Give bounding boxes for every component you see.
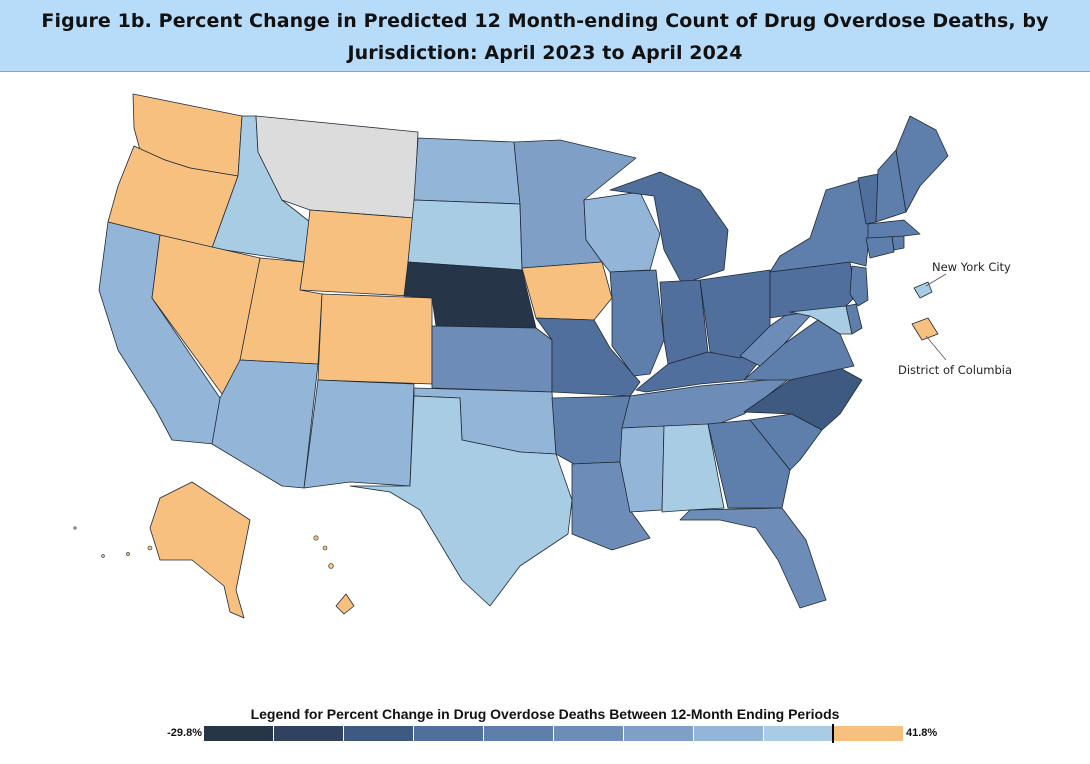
legend-zero-marker [832, 724, 834, 743]
dc-callout-label: District of Columbia [898, 363, 1012, 377]
figure-title-line-1: Figure 1b. Percent Change in Predicted 1… [41, 10, 1049, 32]
state-AR[interactable]: Arkansas [551, 395, 631, 465]
state-NM[interactable]: New Mexico [303, 379, 415, 489]
state-DC[interactable]: District of Columbia [911, 317, 939, 341]
state-ME[interactable]: Maine [895, 115, 949, 213]
state-AL[interactable]: Alabama [661, 423, 725, 513]
legend-swatch-7 [624, 726, 694, 741]
state-IN[interactable]: Indiana [659, 279, 709, 365]
legend-swatch-8 [694, 726, 764, 741]
legend-swatch-3 [344, 726, 414, 741]
legend-min-label: -29.8% [167, 727, 202, 739]
legend-max-label: 41.8% [906, 727, 938, 739]
state-AK[interactable]: Alaska [149, 481, 251, 619]
legend-swatch-6 [554, 726, 624, 741]
state-SD[interactable]: South Dakota [407, 199, 523, 271]
figure-title-line-2: Jurisdiction: April 2023 to April 2024 [347, 42, 743, 64]
legend-swatch-9 [764, 726, 834, 741]
alaska-island [126, 552, 130, 556]
state-ND[interactable]: North Dakota [413, 137, 521, 205]
state-GA[interactable]: Georgia [707, 419, 791, 509]
state-HI[interactable]: Hawaii [335, 593, 355, 615]
state-MO[interactable]: Missouri [535, 317, 641, 397]
state-WY[interactable]: Wyoming [299, 209, 415, 297]
legend-swatch-2 [274, 726, 344, 741]
state-DE[interactable]: Delaware [845, 303, 863, 335]
state-TX[interactable]: Texas [349, 395, 573, 607]
state-FL[interactable]: Florida [679, 507, 827, 609]
alaska-island [73, 526, 77, 530]
hawaii-island [313, 535, 319, 541]
state-CT[interactable]: Connecticut [865, 235, 895, 259]
nyc-callout-label: New York City [932, 260, 1011, 274]
state-IA[interactable]: Iowa [521, 261, 613, 321]
hawaii-island [322, 545, 328, 551]
state-SC[interactable]: South Carolina [749, 413, 823, 471]
state-AZ[interactable]: Arizona [211, 359, 319, 489]
state-MS[interactable]: Mississippi [619, 425, 665, 513]
state-NY[interactable]: New York [769, 179, 871, 273]
state-NYC[interactable]: New York City [913, 281, 933, 299]
us-map: Washington Oregon California Idaho Nevad… [73, 93, 1012, 619]
title-bar: Figure 1b. Percent Change in Predicted 1… [0, 0, 1090, 72]
legend-swatch-4 [414, 726, 484, 741]
alaska-island [101, 554, 105, 558]
alaska-island [147, 545, 153, 551]
legend-title: Legend for Percent Change in Drug Overdo… [250, 706, 840, 722]
state-NJ[interactable]: New Jersey [849, 265, 869, 307]
legend-swatch-1 [204, 726, 274, 741]
state-MI[interactable]: Michigan [609, 171, 729, 285]
dc-callout-line [925, 335, 947, 361]
legend-swatch-10 [834, 726, 904, 741]
state-CO[interactable]: Colorado [317, 293, 433, 385]
state-RI[interactable]: Rhode Island [891, 235, 905, 251]
hawaii-island [328, 563, 334, 569]
nyc-callout-line [925, 273, 947, 287]
state-KS[interactable]: Kansas [431, 325, 553, 393]
state-IL[interactable]: Illinois [609, 269, 665, 377]
legend-swatch-5 [484, 726, 554, 741]
legend-color-bar [204, 726, 904, 741]
state-MA[interactable]: Massachusetts [867, 219, 921, 239]
